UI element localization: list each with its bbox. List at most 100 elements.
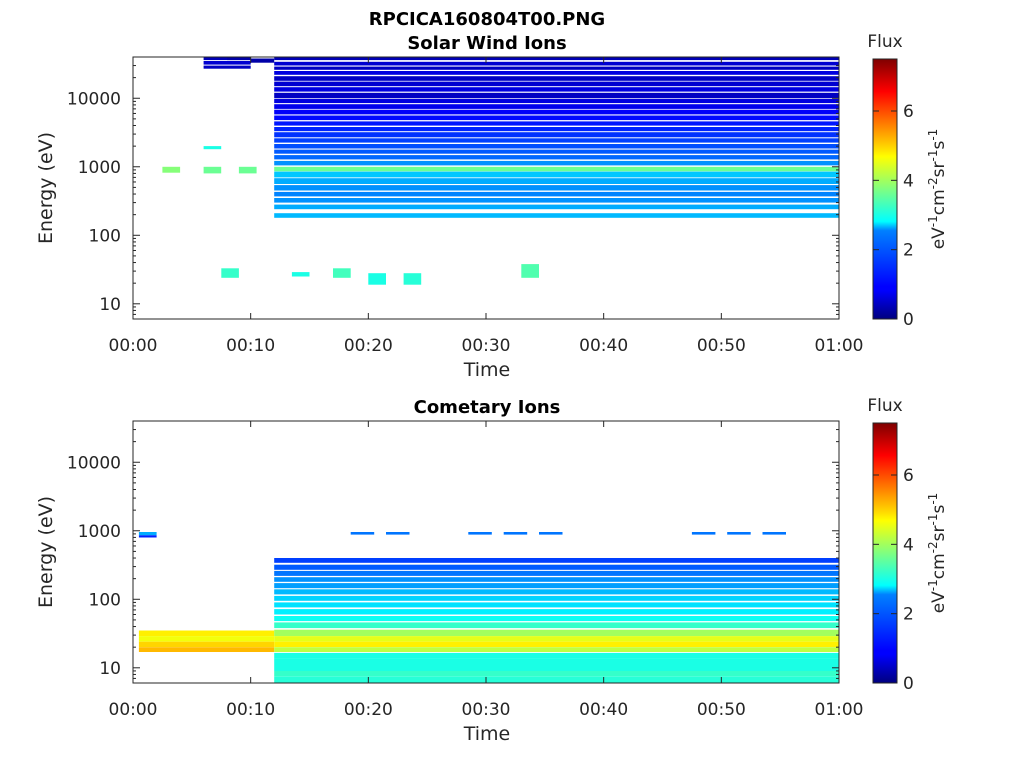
panel-title: Cometary Ions [414, 397, 561, 418]
colorbar-label: eV-1cm-2sr-1s-1 [926, 493, 949, 614]
heatmap-cell [274, 87, 839, 92]
heatmap-cell [203, 146, 222, 150]
y-tick-label: 1000 [78, 522, 121, 542]
heatmap-cell [138, 636, 275, 642]
heatmap-cell [203, 166, 222, 174]
heatmap-cell [274, 138, 839, 143]
heatmap-cell [274, 61, 839, 66]
y-tick-label: 1000 [78, 158, 121, 178]
heatmap-cell [221, 268, 239, 278]
heatmap-cell [274, 149, 839, 154]
x-axis-label: Time [463, 723, 511, 745]
panel-cometary-ions: Cometary Ions 00:00 00:10 00:20 00:30 00:40 0… [35, 396, 949, 745]
heatmap-cell [274, 629, 839, 637]
y-tick-label: 10000 [67, 89, 121, 109]
heatmap-cell [274, 636, 839, 642]
heatmap-cell [203, 65, 251, 69]
heatmap-cell [274, 577, 839, 582]
heatmap-cell [274, 558, 839, 563]
heatmap-cell [274, 647, 839, 652]
heatmap-cell [274, 204, 839, 210]
heatmap-cell [333, 268, 351, 278]
colorbar: Flux 0 2 4 6 eV-1cm-2sr-1s-1 [867, 396, 949, 694]
x-tick-label: 00:30 [462, 700, 511, 720]
heatmap-cell [274, 104, 839, 109]
heatmap-cell [274, 564, 839, 570]
y-tick-labels: 10 100 1000 10000 [67, 89, 121, 315]
heatmap-cell [274, 98, 839, 104]
panel-title: Solar Wind Ions [407, 33, 566, 54]
heatmap-cell [274, 198, 839, 203]
heatmap-cell [539, 532, 563, 535]
heatmap-cell [274, 670, 839, 677]
heatmap-cell [274, 185, 839, 191]
colorbar: Flux 0 2 4 6 eV-1cm-2sr-1s-1 [867, 32, 949, 330]
heatmap-cell [138, 630, 275, 637]
y-tick-label: 100 [89, 226, 121, 246]
colorbar-title: Flux [867, 396, 902, 416]
heatmap-cell [274, 81, 839, 87]
heatmap-cell [274, 121, 839, 126]
heatmap-cell [138, 641, 275, 648]
heatmap-cell [274, 109, 839, 115]
x-tick-label: 00:00 [109, 700, 158, 720]
x-tick-label: 00:50 [697, 336, 746, 356]
heatmap-cell [274, 213, 839, 218]
colorbar-tick-label: 2 [903, 241, 914, 261]
heatmap-cell [250, 58, 275, 63]
x-tick-label: 01:00 [815, 336, 864, 356]
heatmap-cell [274, 658, 839, 665]
heatmap-cell [274, 622, 839, 629]
heatmap-cell [386, 532, 410, 535]
x-tick-labels: 00:00 00:10 00:20 00:30 00:40 00:50 01:00 [109, 336, 864, 356]
y-axis-label: Energy (eV) [35, 496, 57, 608]
x-tick-labels: 00:00 00:10 00:20 00:30 00:40 00:50 01:00 [109, 700, 864, 720]
y-tick-label: 10000 [67, 453, 121, 473]
x-tick-label: 00:10 [226, 336, 275, 356]
heatmap-cell [762, 532, 786, 535]
x-tick-label: 00:30 [462, 336, 511, 356]
heatmap-cell [274, 665, 839, 671]
heatmap-cell [203, 61, 251, 65]
heatmap-cell [274, 166, 839, 172]
heatmap-cell [274, 160, 839, 166]
panel-solar-wind-ions: Solar Wind Ions 00:00 00:10 00:20 00:30 00:4… [35, 32, 949, 381]
heatmap-cells [162, 57, 839, 285]
heatmap-cells [138, 532, 839, 683]
plot-frame [132, 420, 840, 684]
heatmap-cell [274, 76, 839, 81]
heatmap-cell [521, 264, 539, 278]
heatmap-cell [503, 532, 528, 535]
colorbar-tick-label: 4 [903, 535, 914, 555]
heatmap-cell [274, 641, 839, 648]
heatmap-cell [274, 602, 839, 608]
heatmap-cell [274, 652, 839, 659]
heatmap-cell [274, 589, 839, 595]
heatmap-cell [274, 676, 839, 683]
x-tick-label: 00:10 [226, 700, 275, 720]
x-tick-label: 00:00 [109, 336, 158, 356]
heatmap-cell [162, 166, 181, 173]
heatmap-cell [468, 532, 492, 535]
heatmap-cell [291, 272, 310, 277]
heatmap-cell [138, 532, 157, 536]
x-tick-label: 00:40 [579, 336, 628, 356]
heatmap-cell [274, 570, 839, 576]
y-tick-label: 100 [89, 590, 121, 610]
y-tick-label: 10 [99, 295, 121, 315]
heatmap-cell [138, 647, 275, 652]
heatmap-cell [274, 595, 839, 601]
x-tick-label: 01:00 [815, 700, 864, 720]
heatmap-cell [274, 144, 839, 149]
colorbar-tick-label: 6 [903, 466, 914, 486]
y-tick-label: 10 [99, 659, 121, 679]
heatmap-cell [368, 273, 386, 285]
colorbar-gradient [872, 422, 898, 684]
heatmap-cell [727, 532, 751, 535]
colorbar-gradient [872, 58, 898, 320]
heatmap-cell [274, 616, 839, 622]
heatmap-cell [274, 583, 839, 589]
heatmap-cell [238, 166, 257, 174]
x-tick-label: 00:20 [344, 700, 393, 720]
